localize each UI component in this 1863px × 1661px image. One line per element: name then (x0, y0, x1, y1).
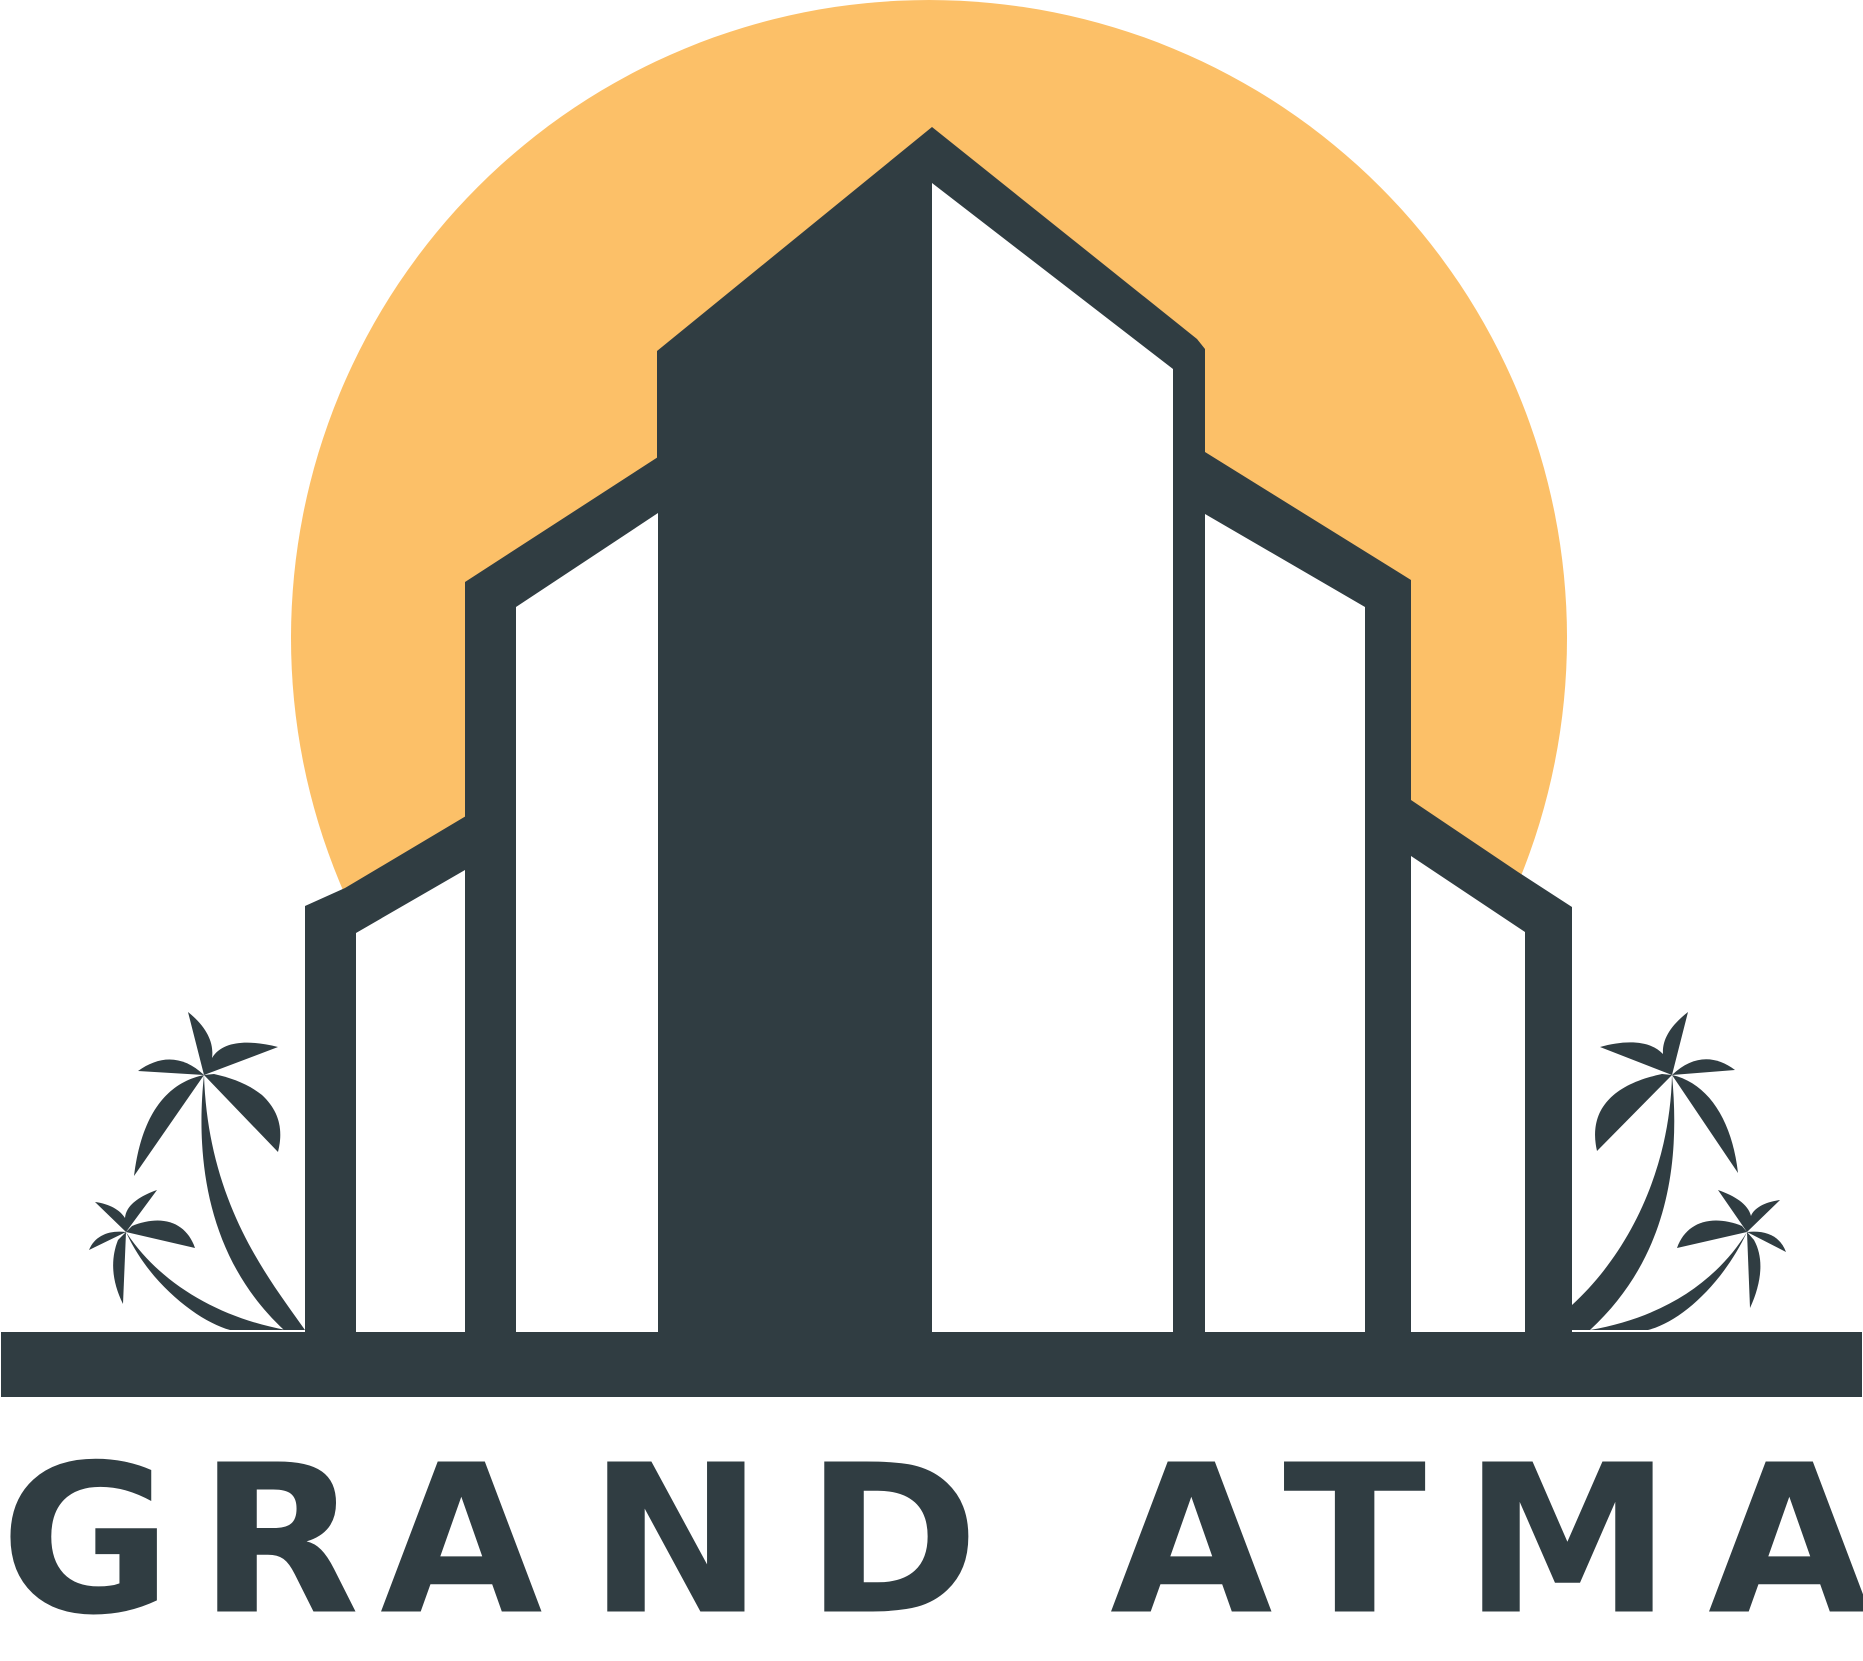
wordmark-letter: N (588, 1420, 764, 1661)
wordmark-letter: G (0, 1420, 173, 1661)
wordmark-letter: A (1110, 1420, 1273, 1661)
logo-mark (1, 0, 1862, 1397)
wordmark-letter: T (1283, 1420, 1427, 1661)
ground-bar (1, 1332, 1862, 1397)
wordmark-letter: R (198, 1420, 360, 1661)
brand-wordmark: G R A N D A T M A (0, 1420, 1863, 1661)
wordmark-letter: A (380, 1420, 543, 1661)
wordmark-letter: D (805, 1420, 980, 1661)
palm-tree-icon (89, 1012, 305, 1330)
wordmark-letter: A (1708, 1420, 1863, 1661)
palm-tree-icon (1572, 1012, 1786, 1330)
wordmark-letter: M (1463, 1420, 1672, 1661)
